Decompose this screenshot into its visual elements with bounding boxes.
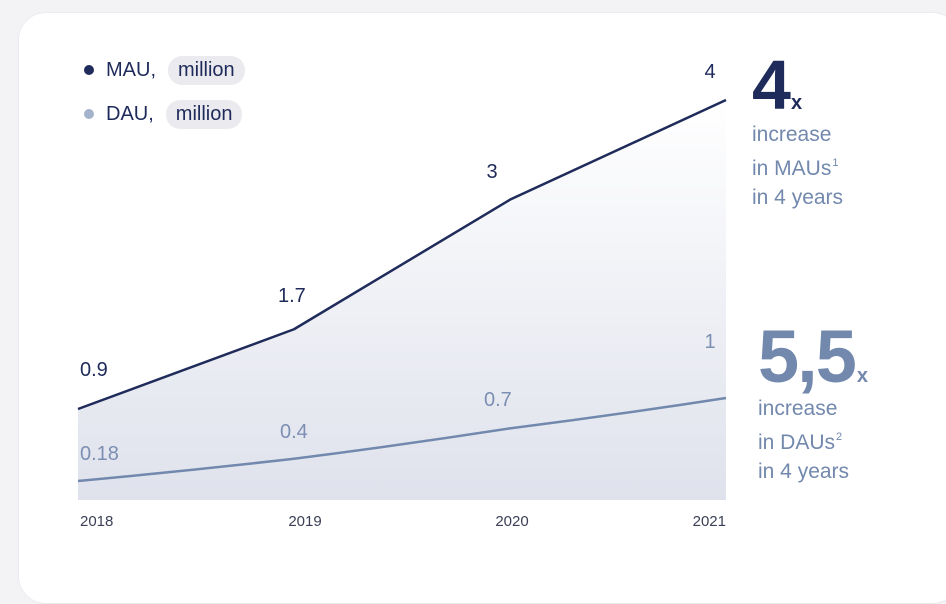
dau-unit-pill: million (165, 99, 243, 129)
x-tick-label-2019: 2019 (288, 513, 321, 530)
mau-growth-x: x (790, 92, 803, 114)
dau-footnote-mark: 2 (836, 431, 843, 443)
legend-item-mau: MAU, million (84, 52, 245, 88)
dau-series-line (77, 396, 727, 483)
dau-data-label-2019: 0.4 (280, 421, 308, 443)
x-tick-label-2021: 2021 (693, 513, 726, 530)
dau-data-label-2020: 0.7 (484, 389, 512, 411)
mau-data-label-2020: 3 (486, 161, 497, 183)
dau-legend-dot (84, 109, 94, 119)
mau-data-label-2019: 1.7 (278, 285, 306, 307)
mau-legend-dot (84, 65, 94, 75)
mau-growth-line1: increase (752, 123, 832, 146)
dau-growth-multiplier: 5,5 x (758, 320, 868, 394)
mau-legend-label: MAU, (106, 58, 156, 81)
dau-growth-line2: in DAUs2 (758, 423, 868, 457)
mau-growth-line2: in MAUs1 (752, 149, 843, 183)
dau-growth-line3: in 4 years (758, 460, 850, 483)
mau-growth-line2-text: in MAUs (752, 157, 832, 180)
legend-item-dau: DAU, million (84, 96, 245, 132)
dau-growth-value: 5,5 (758, 315, 857, 398)
mau-growth-line3: in 4 years (752, 186, 844, 209)
dau-growth-line1: increase (758, 397, 838, 420)
mau-unit-pill: million (168, 55, 245, 85)
chart-legend: MAU, million DAU, million (84, 52, 245, 140)
mau-area-fill (78, 100, 726, 500)
dau-growth-x: x (856, 365, 868, 387)
x-tick-label-2018: 2018 (80, 513, 113, 530)
dau-data-label-2018: 0.18 (80, 443, 119, 465)
dau-data-label-2021: 1 (704, 331, 715, 353)
mau-series-line (77, 98, 727, 411)
mau-data-label-2018: 0.9 (80, 359, 108, 381)
mau-growth-value: 4 (752, 46, 791, 124)
mau-footnote-mark: 1 (832, 157, 839, 169)
dau-legend-label: DAU, (106, 102, 154, 125)
x-tick-label-2020: 2020 (495, 513, 528, 530)
dau-growth-stat: 5,5 x increase in DAUs2 in 4 years (758, 320, 868, 486)
mau-data-label-2021: 4 (704, 61, 715, 83)
dau-growth-line2-text: in DAUs (758, 431, 836, 454)
